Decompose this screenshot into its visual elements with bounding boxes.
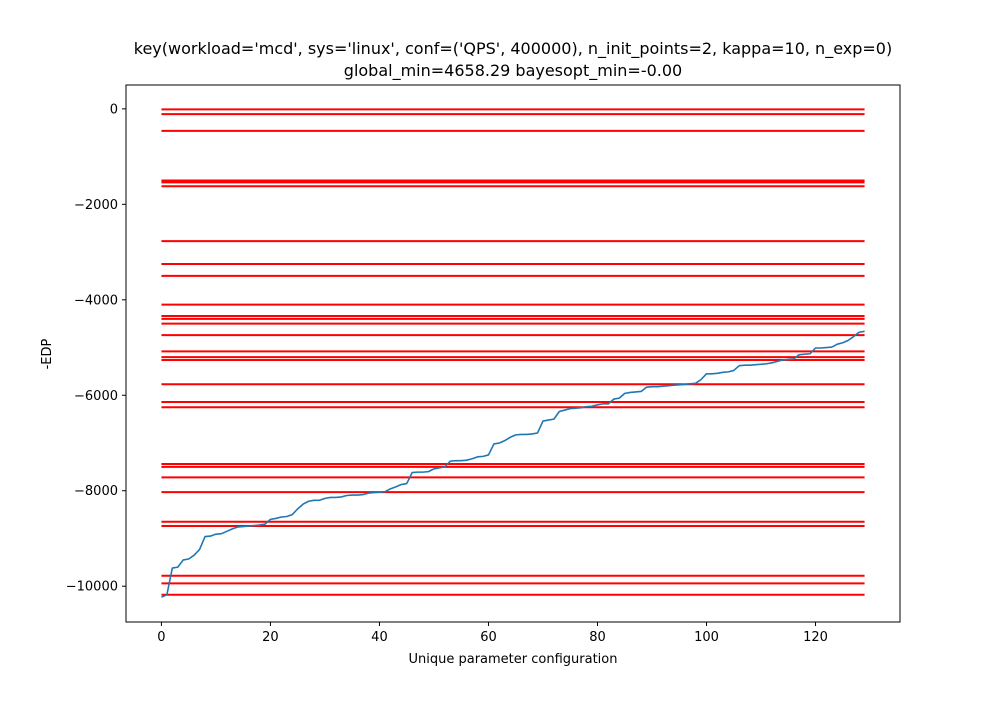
plot-area [161, 108, 865, 598]
x-tick-label: 20 [262, 630, 279, 645]
y-axis-ticks: 0 −2000 −4000 −6000 −8000 −10000 [66, 102, 126, 595]
x-tick-label: 40 [371, 630, 388, 645]
x-tick-label: 0 [157, 630, 165, 645]
y-axis-label: -EDP [40, 338, 55, 369]
x-tick-label: 100 [694, 630, 719, 645]
x-tick-label: 120 [803, 630, 828, 645]
series-line-0 [161, 330, 865, 598]
chart-title-line1: key(workload='mcd', sys='linux', conf=('… [134, 39, 892, 59]
y-tick-label: −6000 [74, 389, 118, 404]
y-tick-label: −10000 [66, 580, 118, 595]
y-tick-label: −2000 [74, 198, 118, 213]
x-axis-label: Unique parameter configuration [409, 652, 618, 667]
y-tick-label: −8000 [74, 484, 118, 499]
chart-title-line2: global_min=4658.29 bayesopt_min=-0.00 [344, 61, 682, 81]
x-tick-label: 60 [480, 630, 497, 645]
x-tick-label: 80 [589, 630, 606, 645]
x-axis-ticks: 0 20 40 60 80 100 120 [157, 622, 828, 645]
y-tick-label: 0 [110, 102, 118, 117]
plot-frame [125, 84, 901, 623]
y-tick-label: −4000 [74, 293, 118, 308]
